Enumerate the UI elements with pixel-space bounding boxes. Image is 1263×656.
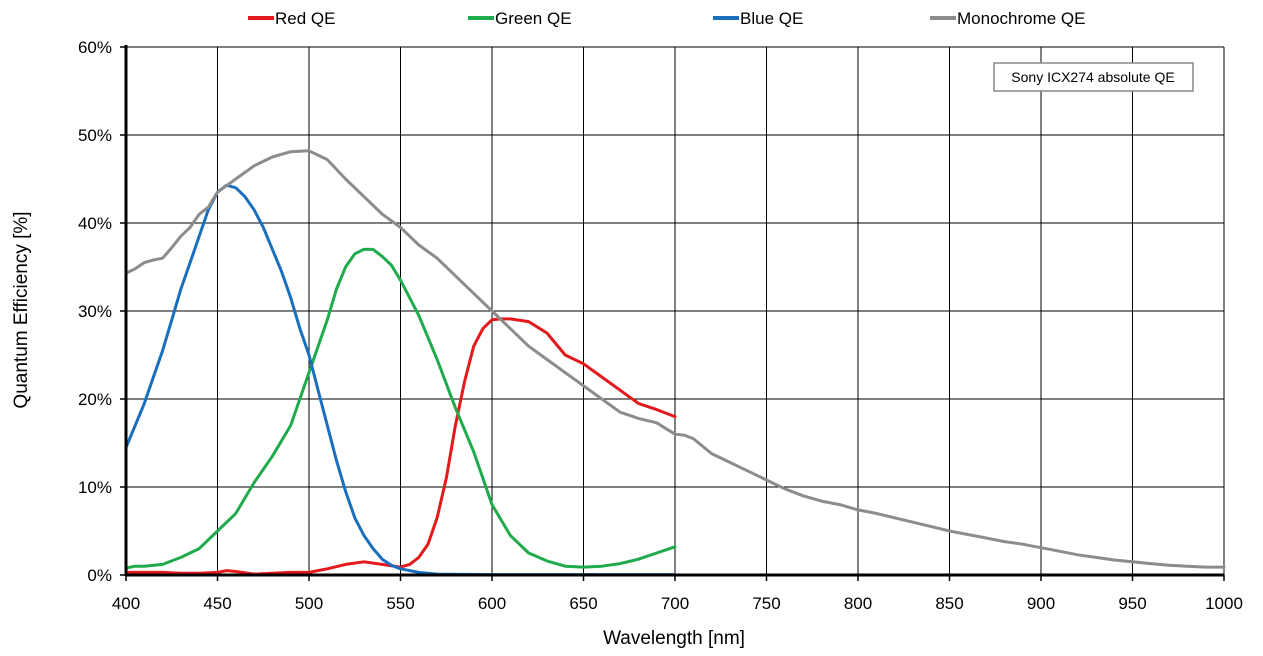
- x-tick-label: 650: [569, 594, 597, 613]
- x-tick-label: 950: [1118, 594, 1146, 613]
- y-axis-title: Quantum Efficiency [%]: [11, 211, 32, 408]
- legend-label: Monochrome QE: [957, 9, 1086, 28]
- legend-label: Red QE: [275, 9, 335, 28]
- axes: [120, 45, 1225, 581]
- x-tick-label: 550: [386, 594, 414, 613]
- series-line-green-qe: [124, 247, 677, 570]
- x-tick-label: 600: [478, 594, 506, 613]
- x-tick-label: 700: [661, 594, 689, 613]
- y-tick-label: 40%: [78, 214, 112, 233]
- grid-lines: [126, 46, 1225, 575]
- x-axis-title: Wavelength [nm]: [603, 628, 745, 649]
- annotation-box: Sony ICX274 absolute QE: [993, 62, 1194, 92]
- x-tick-label: 500: [295, 594, 323, 613]
- y-tick-label: 20%: [78, 390, 112, 409]
- x-tick-label: 400: [112, 594, 140, 613]
- x-tick-label: 750: [752, 594, 780, 613]
- series-line-red-qe: [124, 317, 677, 576]
- x-tick-label: 900: [1027, 594, 1055, 613]
- y-tick-label: 0%: [87, 566, 112, 585]
- y-tick-label: 50%: [78, 126, 112, 145]
- annotation-border: [993, 62, 1194, 92]
- x-tick-labels: 400 450 500 550 600 650 700 750 800 850 900 950 1000: [112, 594, 1243, 613]
- series-line-monochrome-qe: [124, 149, 1226, 569]
- x-tick-label: 1000: [1205, 594, 1243, 613]
- y-tick-label: 60%: [78, 38, 112, 57]
- x-tick-label: 450: [203, 594, 231, 613]
- legend-label: Green QE: [495, 9, 572, 28]
- x-tick-label: 850: [935, 594, 963, 613]
- y-tick-label: 30%: [78, 302, 112, 321]
- legend: Red QE Green QE Blue QE Monochrome QE: [248, 9, 1086, 28]
- y-tick-labels: 0% 10% 20% 30% 40% 50% 60%: [78, 38, 112, 585]
- legend-label: Blue QE: [740, 9, 803, 28]
- x-tick-label: 800: [844, 594, 872, 613]
- series-lines: [124, 149, 1226, 577]
- y-tick-label: 10%: [78, 478, 112, 497]
- series-line-blue-qe: [124, 183, 677, 577]
- annotation-text: Sony ICX274 absolute QE: [1011, 69, 1174, 85]
